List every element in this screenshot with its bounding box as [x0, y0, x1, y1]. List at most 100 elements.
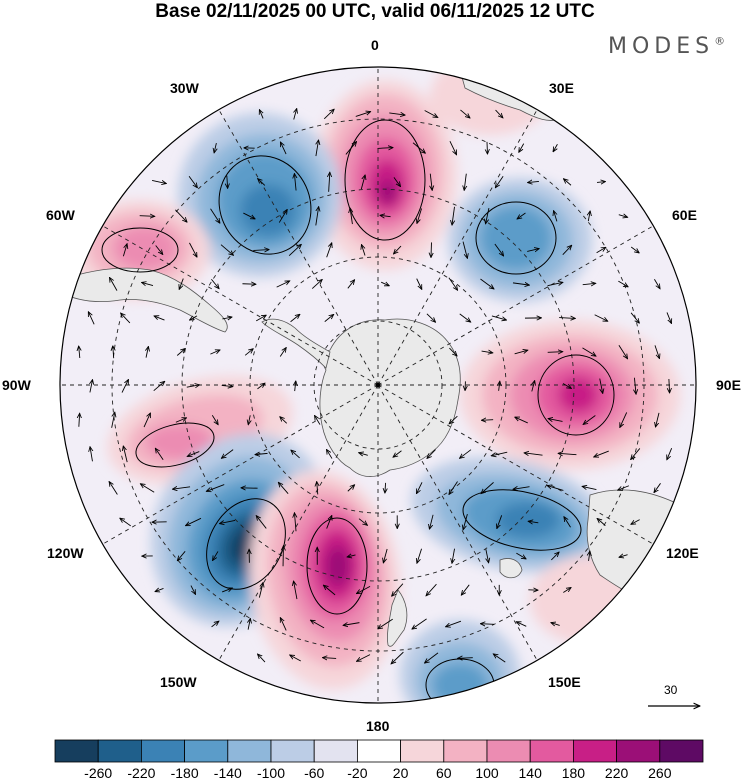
- colorbar-swatch: [400, 739, 445, 763]
- colorbar-swatch: [313, 739, 358, 763]
- wind-vector-arrow: [377, 148, 393, 149]
- tasmania-coast: [499, 558, 523, 579]
- wind-vector-arrow: [669, 378, 670, 393]
- lon-label-60e: 60E: [672, 207, 697, 223]
- wind-vector-arrow: [347, 555, 356, 557]
- wind-vector-arrow: [155, 448, 164, 460]
- contour-ring: [462, 489, 582, 551]
- wind-vector-arrow: [631, 448, 641, 459]
- lon-label-180: 180: [366, 718, 390, 734]
- colorbar-swatch: [184, 739, 229, 763]
- wind-vector-arrow: [206, 484, 225, 492]
- wind-vector-arrow: [464, 173, 466, 191]
- wind-vector-arrow: [221, 588, 232, 593]
- wind-vector-arrow: [219, 519, 236, 523]
- wind-vector-arrow: [491, 315, 507, 320]
- contour-ring: [475, 201, 557, 275]
- wind-vector-arrow: [214, 142, 216, 153]
- wind-vector-arrow: [120, 518, 131, 527]
- wind-vector-arrow: [222, 317, 232, 319]
- wind-vector-arrow: [141, 282, 154, 285]
- wind-vector-arrow: [618, 344, 628, 359]
- wind-vector-arrow: [79, 413, 80, 427]
- wind-vector-arrow: [594, 314, 608, 321]
- contour-ring: [306, 517, 368, 615]
- wind-vector-arrow: [279, 348, 286, 357]
- wind-vector-arrow: [558, 453, 577, 454]
- wind-vector-arrow: [551, 623, 560, 626]
- wind-vector-arrow: [347, 280, 355, 289]
- wind-vector-arrow: [315, 207, 319, 226]
- anom-negative-155e: [400, 620, 520, 703]
- wind-vector-arrow: [190, 585, 196, 595]
- wind-vector-arrow: [619, 555, 628, 558]
- wind-vector-arrow: [256, 516, 267, 529]
- wind-vector-arrow: [88, 312, 95, 325]
- graticule: [60, 67, 696, 703]
- wind-vector-arrow: [527, 249, 539, 252]
- wind-vector-arrow: [426, 313, 436, 322]
- wind-vector-arrow: [259, 110, 263, 119]
- wind-vector-arrow: [280, 142, 287, 155]
- wind-vector-arrow: [280, 417, 288, 424]
- contour-ring: [206, 498, 286, 590]
- wind-vector-arrow: [517, 212, 526, 219]
- wind-vector-arrow: [452, 548, 455, 564]
- wind-vector-arrow: [154, 316, 165, 321]
- wind-vector-arrow: [323, 585, 336, 596]
- wind-vector-arrow: [317, 482, 318, 495]
- wind-vector-arrow: [278, 482, 289, 494]
- wind-vector-arrow: [220, 244, 233, 256]
- antarctic-peninsula: [261, 318, 331, 369]
- wind-vector-arrow: [322, 658, 337, 659]
- wind-vector-arrow: [481, 420, 494, 421]
- wind-vector-arrow: [459, 313, 471, 322]
- wind-vector-arrow: [189, 315, 198, 320]
- colorbar-tick-label: -100: [256, 765, 286, 781]
- wind-vector-arrow: [356, 654, 371, 662]
- wind-vector-arrow: [360, 175, 365, 190]
- polar-stereographic-map: [59, 66, 750, 735]
- wind-vector-arrow: [378, 618, 393, 629]
- wind-vector-arrow: [449, 141, 457, 155]
- wind-vector-arrow: [618, 485, 630, 490]
- south-america-coast: [60, 267, 228, 333]
- lon-label-30e: 30E: [549, 80, 574, 96]
- wind-vector-arrow: [350, 208, 352, 225]
- wind-vector-arrow: [481, 482, 494, 493]
- wind-vector-arrow: [253, 250, 269, 251]
- map-title: Base 02/11/2025 00 UTC, valid 06/11/2025…: [155, 1, 595, 22]
- wind-vector-arrow: [140, 484, 155, 493]
- wind-vector-arrow: [417, 208, 422, 224]
- wind-vector-arrow: [143, 413, 150, 428]
- wind-vector-arrow: [187, 451, 200, 457]
- reference-vector-label: 30: [664, 683, 678, 697]
- brand-name: MODES: [608, 34, 715, 59]
- wind-vector-arrow: [290, 314, 300, 323]
- wind-vector-arrow: [243, 212, 255, 219]
- wind-vector-arrow: [458, 658, 473, 659]
- colorbar-swatch: [443, 739, 488, 763]
- wind-vector-arrow: [211, 621, 219, 628]
- wind-vector-arrow: [563, 179, 572, 186]
- wind-vector-arrow: [210, 208, 220, 223]
- colorbar-swatch: [616, 739, 661, 763]
- wind-vector-arrow: [111, 412, 115, 428]
- south-pole-marker: [375, 382, 381, 388]
- wind-vector-arrow: [391, 651, 404, 664]
- wind-vector-arrow: [290, 655, 301, 662]
- wind-vector-arrow: [326, 449, 333, 459]
- meridian-30w: [218, 109, 379, 386]
- wind-vector-arrow: [528, 181, 539, 182]
- wind-vector-arrow: [79, 346, 80, 359]
- wind-vector-arrow: [258, 582, 263, 598]
- colorbar-swatch: [141, 739, 186, 763]
- wind-vector-arrow: [109, 482, 118, 495]
- wind-vector-arrow: [146, 346, 148, 358]
- meridian-150w: [218, 384, 379, 661]
- wind-vector-arrow: [186, 385, 200, 387]
- wind-vector-arrow: [630, 312, 639, 323]
- wind-vector-arrow: [519, 143, 525, 153]
- wind-vector-arrow: [316, 140, 319, 157]
- wind-vector-arrow: [291, 450, 300, 459]
